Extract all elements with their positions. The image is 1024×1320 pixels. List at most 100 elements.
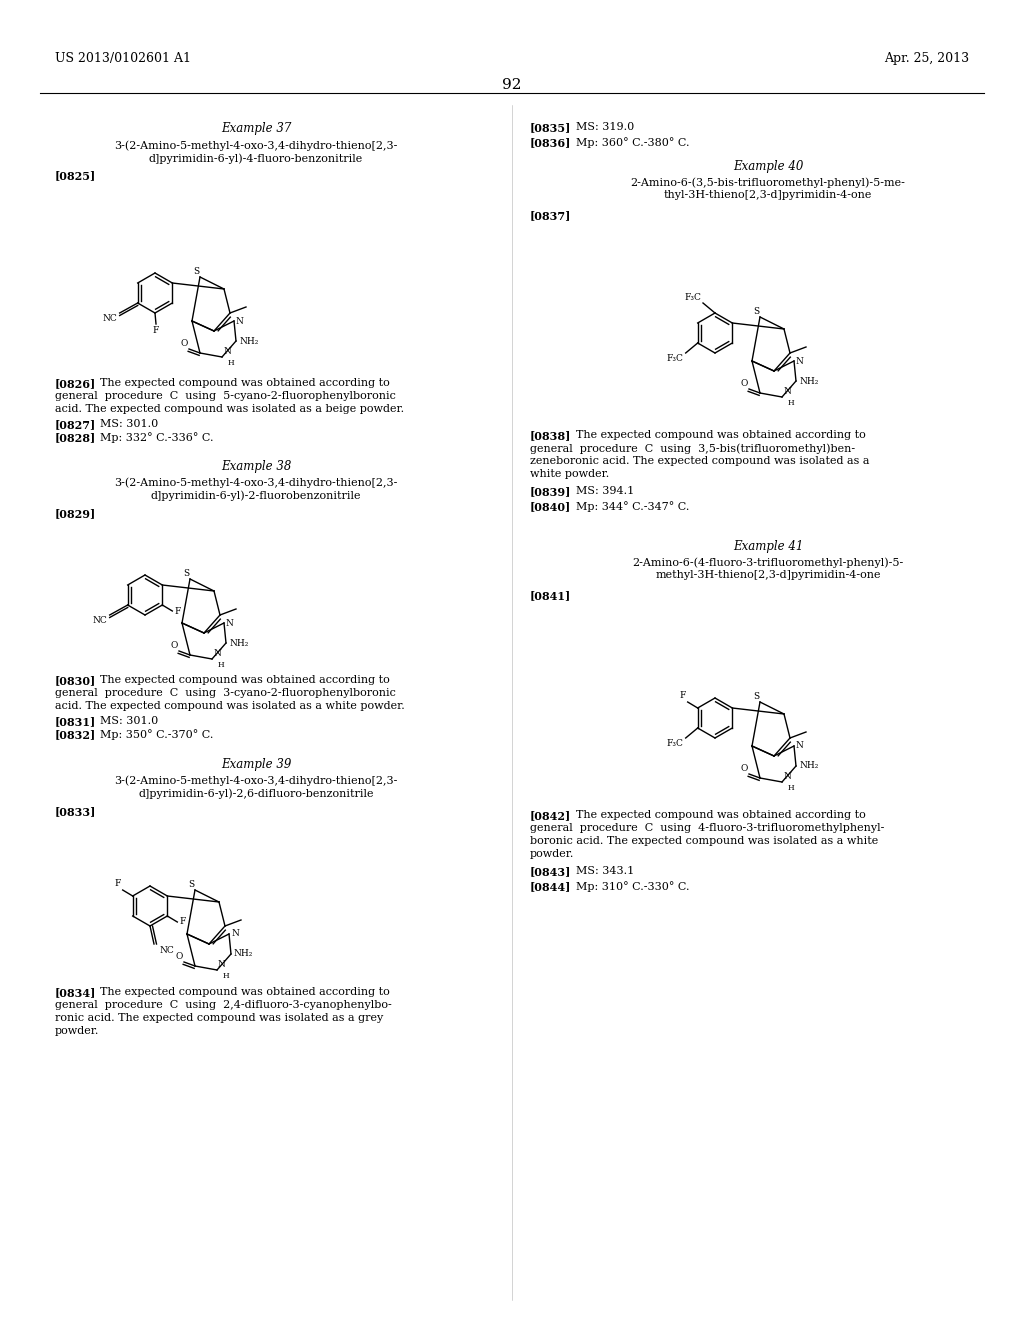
Text: O: O [740,764,748,774]
Text: ronic acid. The expected compound was isolated as a grey: ronic acid. The expected compound was is… [55,1012,383,1023]
Text: general  procedure  C  using  5-cyano-2-fluorophenylboronic: general procedure C using 5-cyano-2-fluo… [55,391,396,401]
Text: NH₂: NH₂ [239,337,258,346]
Text: [0836]: [0836] [530,137,571,148]
Text: [0840]: [0840] [530,502,571,512]
Text: MS: 319.0: MS: 319.0 [575,121,634,132]
Text: S: S [183,569,189,578]
Text: general  procedure  C  using  2,4-difluoro-3-cyanophenylbo-: general procedure C using 2,4-difluoro-3… [55,1001,392,1010]
Text: S: S [193,267,199,276]
Text: Mp: 310° C.-330° C.: Mp: 310° C.-330° C. [575,880,689,892]
Text: boronic acid. The expected compound was isolated as a white: boronic acid. The expected compound was … [530,836,879,846]
Text: [0825]: [0825] [55,170,96,181]
Text: [0837]: [0837] [530,210,571,220]
Text: Example 38: Example 38 [221,459,291,473]
Text: Example 40: Example 40 [733,160,803,173]
Text: The expected compound was obtained according to: The expected compound was obtained accor… [100,378,390,388]
Text: H: H [788,784,795,792]
Text: Mp: 344° C.-347° C.: Mp: 344° C.-347° C. [575,502,689,512]
Text: 3-(2-Amino-5-methyl-4-oxo-3,4-dihydro-thieno[2,3-: 3-(2-Amino-5-methyl-4-oxo-3,4-dihydro-th… [115,775,397,785]
Text: d]pyrimidin-6-yl)-2-fluorobenzonitrile: d]pyrimidin-6-yl)-2-fluorobenzonitrile [151,490,361,500]
Text: The expected compound was obtained according to: The expected compound was obtained accor… [575,810,865,820]
Text: [0833]: [0833] [55,807,96,817]
Text: powder.: powder. [55,1026,99,1036]
Text: [0844]: [0844] [530,880,571,892]
Text: O: O [171,642,178,649]
Text: N: N [783,772,791,781]
Text: thyl-3H-thieno[2,3-d]pyrimidin-4-one: thyl-3H-thieno[2,3-d]pyrimidin-4-one [664,190,872,201]
Text: [0842]: [0842] [530,810,571,821]
Text: MS: 301.0: MS: 301.0 [100,715,159,726]
Text: The expected compound was obtained according to: The expected compound was obtained accor… [100,675,390,685]
Text: N: N [213,649,221,657]
Text: MS: 394.1: MS: 394.1 [575,486,634,496]
Text: F: F [153,326,159,335]
Text: Mp: 360° C.-380° C.: Mp: 360° C.-380° C. [575,137,689,148]
Text: N: N [236,317,244,326]
Text: d]pyrimidin-6-yl)-4-fluoro-benzonitrile: d]pyrimidin-6-yl)-4-fluoro-benzonitrile [148,153,364,164]
Text: N: N [231,929,239,939]
Text: S: S [753,692,759,701]
Text: NH₂: NH₂ [229,639,249,648]
Text: NH₂: NH₂ [799,376,818,385]
Text: F: F [679,690,686,700]
Text: S: S [187,880,194,888]
Text: [0830]: [0830] [55,675,96,686]
Text: N: N [218,960,226,969]
Text: MS: 301.0: MS: 301.0 [100,418,159,429]
Text: NC: NC [159,946,174,954]
Text: powder.: powder. [530,849,574,859]
Text: H: H [218,661,224,669]
Text: [0839]: [0839] [530,486,571,498]
Text: [0826]: [0826] [55,378,96,389]
Text: acid. The expected compound was isolated as a white powder.: acid. The expected compound was isolated… [55,701,404,711]
Text: O: O [740,379,748,388]
Text: 92: 92 [502,78,522,92]
Text: MS: 343.1: MS: 343.1 [575,866,634,876]
Text: white powder.: white powder. [530,469,609,479]
Text: [0827]: [0827] [55,418,96,430]
Text: [0838]: [0838] [530,430,571,441]
Text: methyl-3H-thieno[2,3-d]pyrimidin-4-one: methyl-3H-thieno[2,3-d]pyrimidin-4-one [655,570,881,579]
Text: O: O [180,339,188,348]
Text: S: S [753,308,759,315]
Text: F₃C: F₃C [667,354,684,363]
Text: NC: NC [103,314,118,323]
Text: zeneboronic acid. The expected compound was isolated as a: zeneboronic acid. The expected compound … [530,455,869,466]
Text: H: H [788,399,795,407]
Text: H: H [228,359,234,367]
Text: F₃C: F₃C [667,739,684,748]
Text: N: N [796,742,804,751]
Text: acid. The expected compound was isolated as a beige powder.: acid. The expected compound was isolated… [55,404,404,414]
Text: F: F [179,917,185,927]
Text: [0831]: [0831] [55,715,96,727]
Text: H: H [223,972,229,979]
Text: [0834]: [0834] [55,987,96,998]
Text: The expected compound was obtained according to: The expected compound was obtained accor… [100,987,390,997]
Text: N: N [223,347,230,356]
Text: N: N [226,619,233,627]
Text: Example 41: Example 41 [733,540,803,553]
Text: N: N [783,387,791,396]
Text: Apr. 25, 2013: Apr. 25, 2013 [884,51,969,65]
Text: US 2013/0102601 A1: US 2013/0102601 A1 [55,51,191,65]
Text: 2-Amino-6-(3,5-bis-trifluoromethyl-phenyl)-5-me-: 2-Amino-6-(3,5-bis-trifluoromethyl-pheny… [631,177,905,187]
Text: Mp: 350° C.-370° C.: Mp: 350° C.-370° C. [100,729,213,741]
Text: Mp: 332° C.-336° C.: Mp: 332° C.-336° C. [100,432,213,444]
Text: [0835]: [0835] [530,121,571,133]
Text: [0829]: [0829] [55,508,96,519]
Text: N: N [796,356,804,366]
Text: Example 37: Example 37 [221,121,291,135]
Text: NC: NC [93,616,108,624]
Text: O: O [176,952,183,961]
Text: The expected compound was obtained according to: The expected compound was obtained accor… [575,430,865,440]
Text: Example 39: Example 39 [221,758,291,771]
Text: [0832]: [0832] [55,729,96,741]
Text: general  procedure  C  using  3,5-bis(trifluoromethyl)ben-: general procedure C using 3,5-bis(triflu… [530,444,855,454]
Text: F₃C: F₃C [684,293,701,302]
Text: general  procedure  C  using  4-fluoro-3-trifluoromethylphenyl-: general procedure C using 4-fluoro-3-tri… [530,822,885,833]
Text: F: F [174,606,180,615]
Text: 3-(2-Amino-5-methyl-4-oxo-3,4-dihydro-thieno[2,3-: 3-(2-Amino-5-methyl-4-oxo-3,4-dihydro-th… [115,477,397,487]
Text: F: F [115,879,121,888]
Text: NH₂: NH₂ [234,949,253,958]
Text: 2-Amino-6-(4-fluoro-3-trifluoromethyl-phenyl)-5-: 2-Amino-6-(4-fluoro-3-trifluoromethyl-ph… [633,557,903,568]
